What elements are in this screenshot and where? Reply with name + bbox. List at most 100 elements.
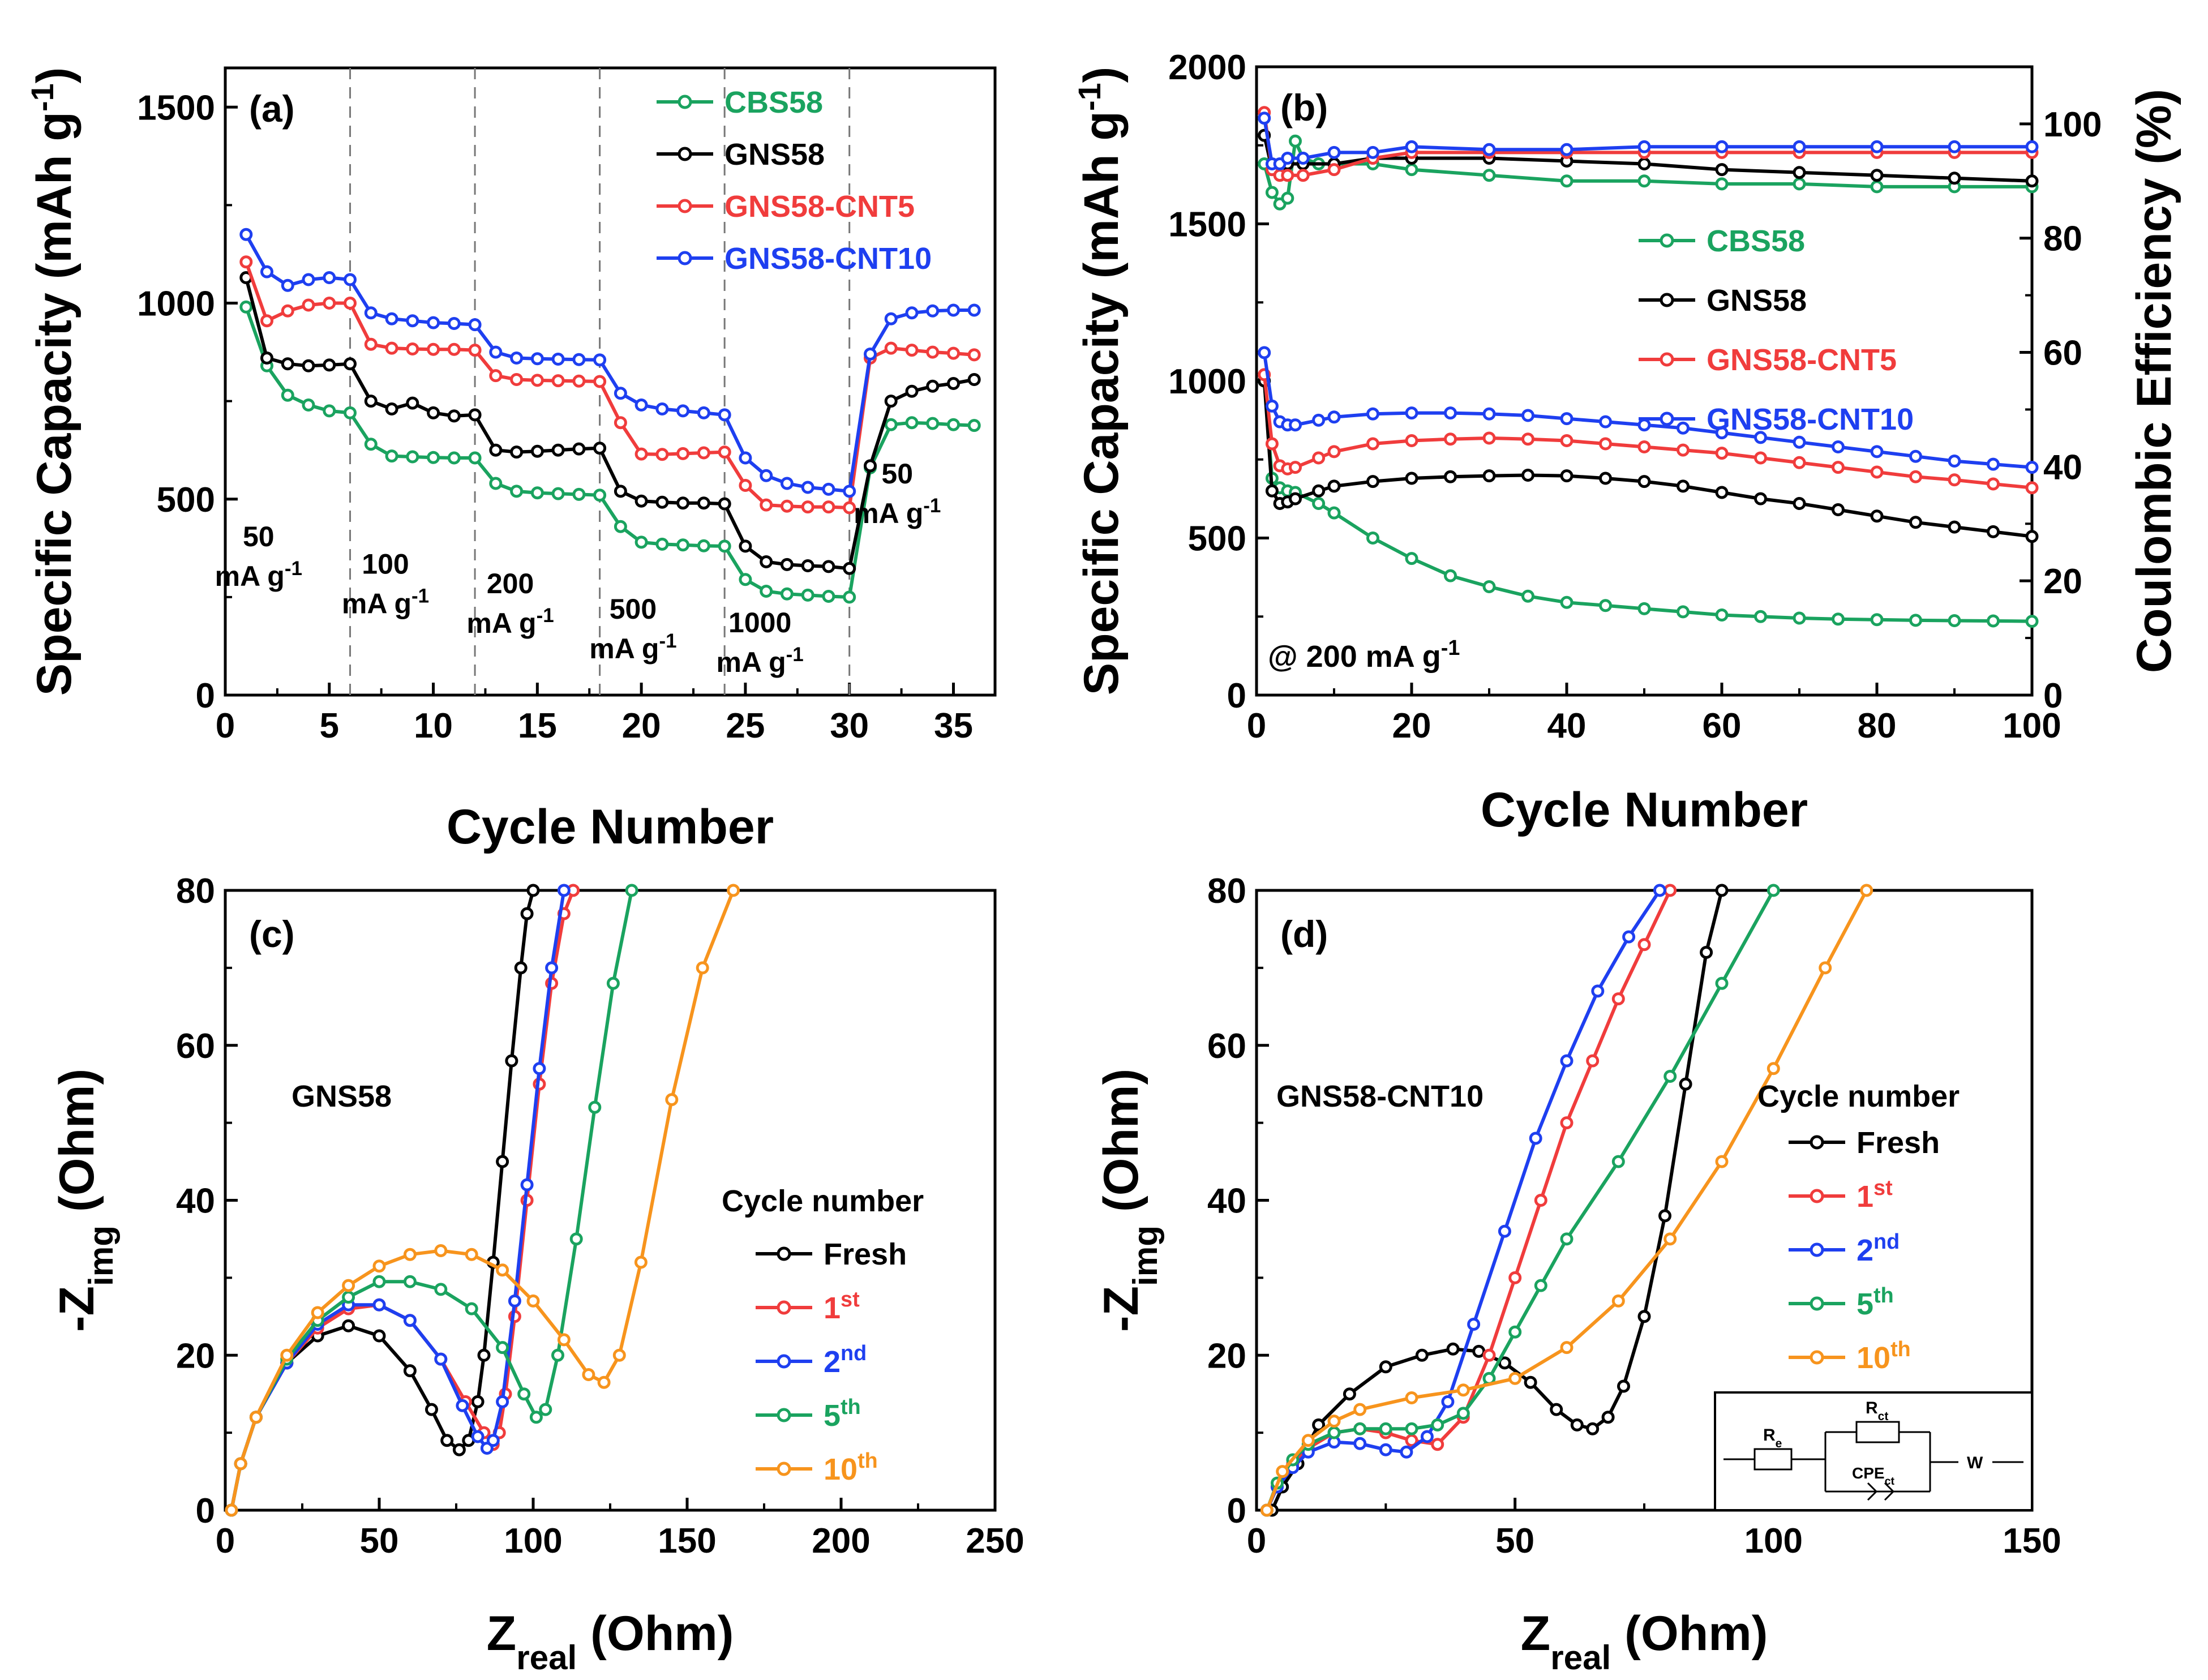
data-point (364, 395, 378, 408)
y-axis-title: -Zimg (Ohm) (1094, 1069, 1164, 1332)
data-point (1599, 472, 1612, 485)
data-point (1601, 1411, 1615, 1424)
data-point (1444, 470, 1457, 483)
data-point (1265, 437, 1279, 451)
y2-tick-label: 80 (2043, 220, 2082, 259)
data-point (655, 495, 669, 509)
data-point (967, 419, 981, 432)
y-tick-label: 0 (1227, 1492, 1246, 1531)
series-gns58 (1258, 374, 2039, 543)
y-tick-label: 1000 (137, 285, 215, 324)
data-point (302, 398, 315, 412)
data-point (406, 342, 419, 355)
data-point (1637, 475, 1651, 488)
y-tick-label: 40 (176, 1182, 215, 1221)
y-tick-label: 20 (1207, 1336, 1246, 1375)
legend-marker (1660, 352, 1674, 367)
data-point (471, 1430, 485, 1443)
legend-label: 2 (1857, 1233, 1873, 1267)
data-point (403, 1364, 417, 1378)
data-point (1637, 602, 1651, 615)
legend-label-sup: th (1873, 1284, 1894, 1308)
data-point (582, 1368, 595, 1381)
data-point (234, 1457, 247, 1471)
legend-marker (777, 1462, 791, 1476)
y-tick-label: 500 (157, 481, 215, 520)
data-point (655, 537, 669, 551)
data-point (1948, 455, 1961, 468)
legend-marker (1810, 1135, 1824, 1150)
series-cbs58 (239, 300, 981, 604)
data-point (557, 884, 571, 897)
data-point (1560, 143, 1574, 156)
data-point (302, 359, 315, 372)
rct-label-main: R (1866, 1399, 1878, 1417)
current-density-annotation: @ 200 mA g-1 (1268, 636, 1460, 674)
data-point (1276, 1465, 1289, 1478)
series-2 (225, 884, 571, 1517)
data-point (614, 520, 627, 533)
y2-tick-label: 40 (2043, 448, 2082, 487)
data-point (718, 497, 731, 511)
rate-annotation-unit: mA g-1 (589, 629, 676, 665)
data-point (1754, 610, 1767, 623)
data-point (1379, 1422, 1392, 1435)
data-point (1281, 169, 1294, 182)
data-point (1327, 479, 1341, 493)
rate-annotation-value: 500 (610, 593, 657, 625)
data-point (1622, 930, 1636, 944)
data-point (1529, 1132, 1542, 1145)
data-point (468, 344, 482, 357)
data-point (1832, 440, 1845, 453)
data-point (323, 358, 336, 372)
plot-frame (224, 66, 997, 697)
data-point (281, 388, 294, 402)
data-point (1909, 470, 1922, 483)
data-point (2025, 615, 2039, 628)
rate-annotation-unit-main: mA g (589, 633, 659, 665)
data-point (1987, 477, 2000, 491)
data-point (468, 318, 482, 332)
x-tick-label: 100 (504, 1522, 562, 1561)
data-point (1281, 152, 1294, 165)
data-point (427, 451, 440, 464)
x-tick-label: 20 (622, 706, 661, 745)
data-point (1405, 1391, 1418, 1404)
data-point (1265, 484, 1279, 498)
data-point (697, 406, 710, 419)
data-point (406, 450, 419, 464)
data-point (364, 337, 378, 351)
data-point (520, 1178, 534, 1192)
data-point (427, 406, 440, 419)
series-gns58-cnt10 (1258, 346, 2039, 474)
data-point (1637, 140, 1651, 153)
data-point (496, 1263, 509, 1277)
data-point (225, 1503, 238, 1517)
data-point (1446, 1342, 1460, 1356)
data-point (249, 1411, 263, 1424)
data-point (1327, 445, 1341, 458)
data-point (551, 353, 565, 366)
legend-label-sup: nd (1873, 1230, 1900, 1254)
data-point (1870, 613, 1884, 627)
legend-entry: 2nd (824, 1342, 867, 1379)
data-point (1265, 186, 1279, 199)
data-point (1754, 451, 1767, 465)
data-point (1444, 406, 1457, 420)
y-axis-title-sub: img (82, 1225, 120, 1286)
data-point (1482, 580, 1496, 593)
data-point (1793, 177, 1806, 191)
data-point (1301, 1434, 1315, 1447)
data-point (843, 501, 856, 515)
data-point (1482, 407, 1496, 421)
data-point (1560, 1341, 1574, 1355)
data-point (385, 402, 398, 415)
data-point (1793, 166, 1806, 179)
rate-annotation-unit-sup: -1 (537, 604, 554, 626)
data-point (843, 562, 856, 575)
data-point (403, 1248, 417, 1261)
cpe-label-main: CPE (1852, 1464, 1885, 1482)
rate-annotation-unit: mA g-1 (466, 604, 554, 639)
y2-tick-label: 0 (2043, 676, 2063, 715)
data-point (1637, 1310, 1651, 1323)
